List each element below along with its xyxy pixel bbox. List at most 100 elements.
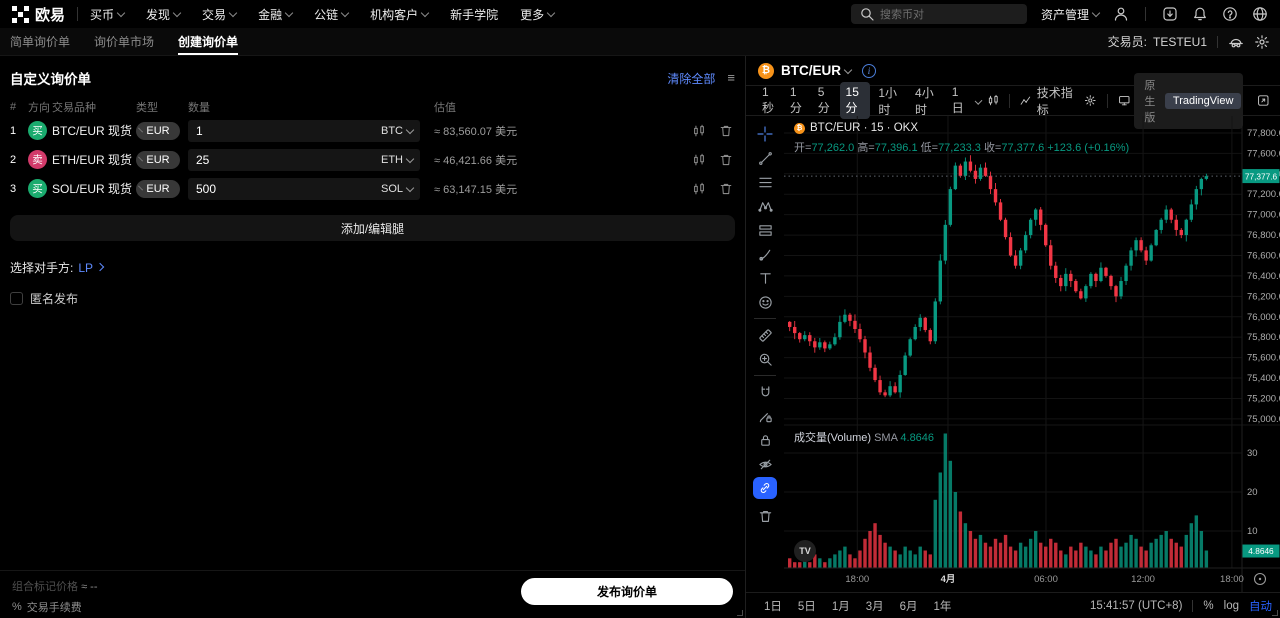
nav-menu-1[interactable]: 买币 (90, 6, 126, 23)
emoji-tool-icon[interactable] (746, 290, 784, 314)
pair-selector[interactable]: ETH/EUR 现货 (52, 151, 143, 168)
chart-settings-gear-icon[interactable] (1084, 93, 1097, 108)
timeframe-1小时[interactable]: 1小时 (878, 85, 897, 117)
position-tool-icon[interactable] (746, 218, 784, 242)
tab-3[interactable]: 创建询价单 (178, 28, 239, 55)
symbol-selector[interactable]: BTC/EUR (781, 63, 853, 78)
candlestick-chart[interactable]: 77,800.077,600.077,400.077,200.077,000.0… (784, 116, 1280, 592)
resize-handle[interactable] (737, 610, 743, 616)
user-icon[interactable] (1113, 6, 1129, 22)
help-icon[interactable] (1222, 6, 1238, 22)
quantity-input[interactable]: 1 BTC (188, 119, 420, 142)
pair-selector[interactable]: SOL/EUR 现货 (52, 180, 144, 197)
range-2[interactable]: 5日 (797, 600, 816, 613)
trash-tool-icon[interactable] (746, 500, 784, 524)
magnet-tool-icon[interactable] (746, 380, 784, 404)
tab-2[interactable]: 询价单市场 (94, 35, 155, 49)
range-6[interactable]: 1年 (933, 600, 952, 613)
nav-menu-7[interactable]: 新手学院 (450, 6, 498, 23)
range-4[interactable]: 3月 (865, 600, 884, 613)
counterparty-link[interactable]: LP (78, 261, 105, 275)
timeframe-15分[interactable]: 15分 (839, 82, 871, 119)
nav-menu-6[interactable]: 机构客户 (370, 6, 430, 23)
crosshair-tool-icon[interactable] (746, 122, 784, 146)
candles-icon[interactable] (692, 182, 706, 196)
tradingview-mode-option[interactable]: TradingView (1164, 92, 1242, 109)
candles-icon[interactable] (692, 124, 706, 138)
trash-icon[interactable] (719, 153, 733, 167)
nav-menu-5[interactable]: 公链 (314, 6, 350, 23)
hat-icon[interactable] (1228, 34, 1244, 50)
type-pill-button[interactable]: EUR (136, 179, 180, 198)
search-input[interactable]: 搜索币对 (850, 4, 1027, 24)
timeframe-1分[interactable]: 1分 (789, 85, 802, 115)
chart-bottom-bar: 1日 5日 1月 3月 6月 1年 15:41:57 (UTC+8) % log 自动 (746, 592, 1280, 618)
asset-management-menu[interactable]: 资产管理 (1041, 6, 1101, 23)
unit-dropdown[interactable]: BTC (381, 125, 415, 137)
info-icon[interactable]: i (862, 63, 876, 78)
log-scale-button[interactable]: log (1223, 599, 1239, 612)
quantity-input[interactable]: 25 ETH (188, 148, 420, 171)
draw-lock-tool-icon[interactable] (746, 404, 784, 428)
col-value: 估值 (434, 102, 456, 114)
range-5[interactable]: 6月 (899, 600, 918, 613)
screenshot-monitor-icon[interactable] (1118, 93, 1131, 108)
nav-menu-4[interactable]: 金融 (258, 6, 294, 23)
resize-handle[interactable] (1272, 610, 1278, 616)
zoom-in-tool-icon[interactable] (746, 347, 784, 371)
fee-percent-icon: % (12, 601, 22, 613)
candle-style-icon[interactable] (987, 93, 1000, 108)
candles-icon[interactable] (692, 153, 706, 167)
chart-area[interactable]: 77,800.077,600.077,400.077,200.077,000.0… (784, 116, 1280, 592)
timeframe-1日[interactable]: 1日 (951, 85, 964, 115)
timeframe-more-chevron[interactable] (974, 96, 983, 105)
range-1[interactable]: 1日 (764, 600, 782, 613)
quantity-input[interactable]: 500 SOL (188, 177, 420, 200)
type-pill-button[interactable]: EUR (136, 150, 180, 169)
unit-dropdown[interactable]: ETH (381, 154, 415, 166)
nav-menu-8[interactable]: 更多 (520, 6, 556, 23)
nav-menu-label: 发现 (146, 7, 171, 22)
panel-menu-icon[interactable]: ≡ (727, 70, 735, 85)
type-pill-button[interactable]: EUR (136, 121, 180, 140)
globe-language-icon[interactable] (1252, 6, 1268, 22)
indicators-button[interactable]: 技术指标 (1020, 84, 1076, 118)
pair-selector[interactable]: BTC/EUR 现货 (52, 122, 143, 139)
nav-menu-2[interactable]: 发现 (146, 6, 182, 23)
settings-gear-icon[interactable] (1254, 34, 1270, 50)
svg-text:75,600.0: 75,600.0 (1247, 353, 1280, 364)
okx-logo[interactable]: 欧易 (12, 4, 65, 25)
nav-menu-3[interactable]: 交易 (202, 6, 238, 23)
clock[interactable]: 15:41:57 (UTC+8) (1090, 599, 1183, 612)
publish-rfq-button[interactable]: 发布询价单 (521, 578, 733, 605)
estimated-value: ≈ 63,147.15 美元 (434, 183, 518, 196)
xabcd-pattern-tool-icon[interactable] (746, 194, 784, 218)
add-edit-leg-button[interactable]: 添加/编辑腿 (10, 215, 735, 241)
trash-icon[interactable] (719, 124, 733, 138)
timeframe-4小时[interactable]: 4小时 (915, 85, 934, 117)
anonymous-checkbox[interactable] (10, 292, 23, 305)
notification-bell-icon[interactable] (1192, 6, 1208, 22)
timeframe-1秒[interactable]: 1秒 (762, 85, 775, 115)
percent-scale-button[interactable]: % (1203, 599, 1214, 612)
trend-line-tool-icon[interactable] (746, 146, 784, 170)
brush-tool-icon[interactable] (746, 242, 784, 266)
ruler-measure-tool-icon[interactable] (746, 323, 784, 347)
fib-retracement-tool-icon[interactable] (746, 170, 784, 194)
unit-dropdown[interactable]: SOL (381, 183, 415, 195)
download-icon[interactable] (1162, 6, 1178, 22)
lock-tool-icon[interactable] (746, 428, 784, 452)
timeframe-5分[interactable]: 5分 (817, 85, 830, 115)
fullscreen-expand-icon[interactable] (1257, 93, 1270, 108)
clear-all-link[interactable]: 清除全部 (667, 71, 716, 86)
text-tool-icon[interactable] (746, 266, 784, 290)
link-tool-icon-selected[interactable] (746, 476, 784, 500)
trash-icon[interactable] (719, 182, 733, 196)
auto-scale-button[interactable]: 自动 (1249, 600, 1272, 613)
hide-drawings-tool-icon[interactable] (746, 452, 784, 476)
scroll-to-current-icon[interactable] (1253, 572, 1267, 586)
chart-legend-symbol[interactable]: ₿ BTC/EUR · 15 · OKX (794, 122, 918, 134)
native-mode-option[interactable]: 原生版 (1144, 79, 1156, 124)
tab-1[interactable]: 简单询价单 (10, 35, 71, 49)
range-3[interactable]: 1月 (831, 600, 850, 613)
